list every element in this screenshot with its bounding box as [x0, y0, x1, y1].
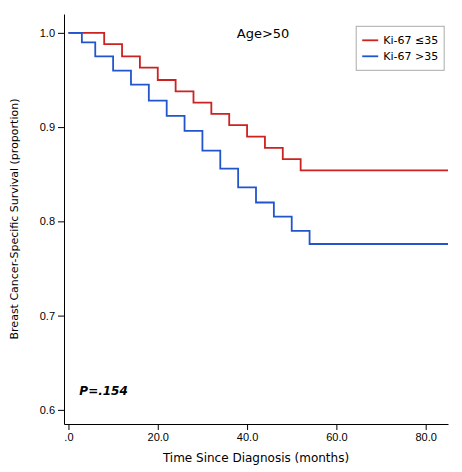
tick-mark	[158, 424, 159, 430]
tick: 40.0	[237, 424, 258, 443]
legend-swatch	[362, 55, 378, 57]
tick-mark	[68, 424, 69, 430]
tick: .0	[64, 424, 73, 443]
annotation: P=.154	[79, 384, 127, 398]
tick-mark	[58, 33, 64, 34]
tick-label: 1.0	[40, 27, 55, 39]
tick-label: 0.7	[40, 310, 55, 322]
tick-mark	[58, 316, 64, 317]
tick-mark	[58, 221, 64, 222]
plot: .0 20.0 40.0 60.0 80.0 0.6 0.7 0.8 0.9 1.0 Age>50 P…	[8, 15, 449, 466]
legend-label: Ki-67 ≤35	[383, 34, 438, 47]
title: Age>50	[237, 26, 290, 41]
tick-mark	[247, 424, 248, 430]
tick-label: .0	[64, 431, 73, 443]
x-axis: .0 20.0 40.0 60.0 80.0	[64, 424, 448, 443]
legend-label: Ki-67 >35	[383, 50, 438, 63]
tick: 0.8	[40, 215, 64, 227]
tick: 20.0	[148, 424, 169, 443]
tick: 0.6	[40, 404, 64, 416]
tick-label: 40.0	[237, 431, 258, 443]
axis-line	[65, 424, 449, 425]
tick-label: 0.8	[40, 215, 55, 227]
tick: 0.9	[40, 121, 64, 133]
tick: 60.0	[326, 424, 347, 443]
tick-label: 20.0	[148, 431, 169, 443]
chart: .0 20.0 40.0 60.0 80.0 0.6 0.7 0.8 0.9 1.0 Age>50 P…	[0, 0, 462, 472]
tick-mark	[426, 424, 427, 430]
tick-mark	[58, 127, 64, 128]
legend-swatch	[362, 39, 378, 41]
legend-frame	[356, 26, 444, 70]
tick-label: 0.6	[40, 404, 55, 416]
y-axis: 0.6 0.7 0.8 0.9 1.0	[40, 15, 65, 425]
tick-label: 0.9	[40, 121, 55, 133]
x-axis-title: Time Since Diagnosis (months)	[162, 451, 349, 465]
tick-mark	[58, 410, 64, 411]
tick-mark	[336, 424, 337, 430]
y-axis-title: Breast Cancer-Specific Survival (proport…	[8, 99, 21, 340]
legend: Ki-67 ≤35 Ki-67 >35	[356, 26, 444, 70]
tick-label: 80.0	[415, 431, 436, 443]
tick: 0.7	[40, 310, 64, 322]
tick-label: 60.0	[326, 431, 347, 443]
tick: 80.0	[415, 424, 436, 443]
tick: 1.0	[40, 27, 64, 39]
survival-curve	[68, 33, 448, 171]
axis-line	[64, 15, 65, 425]
